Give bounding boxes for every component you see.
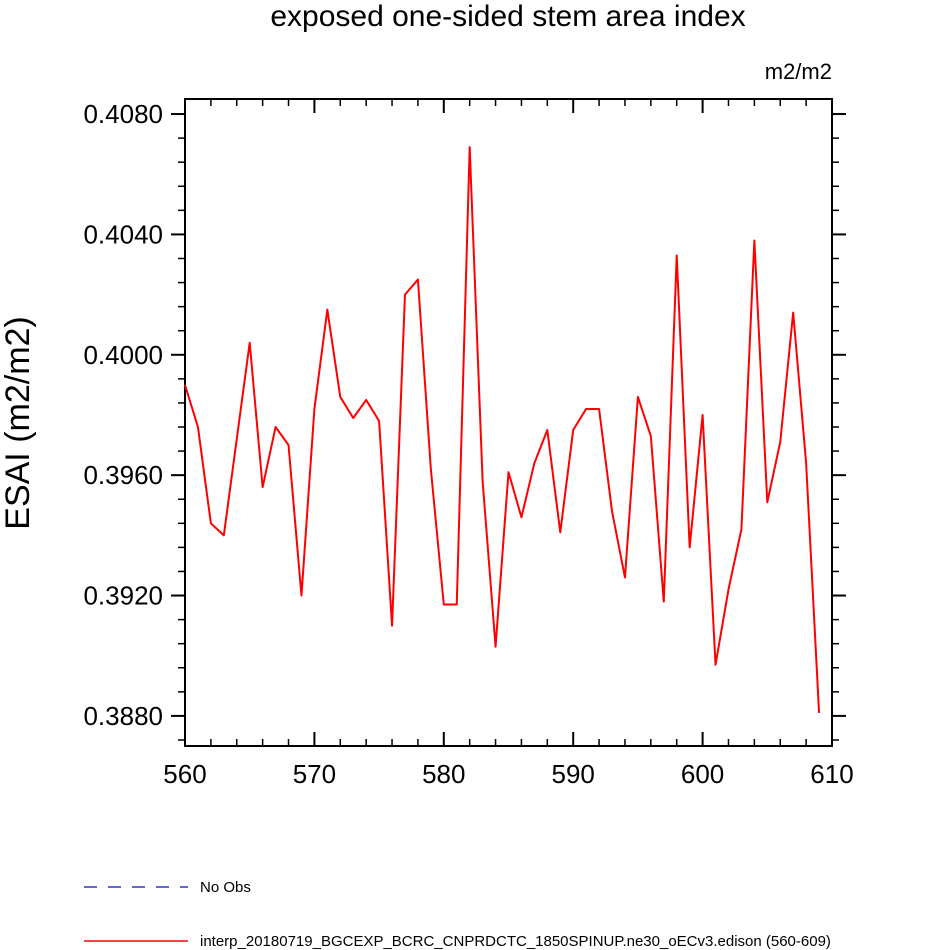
- legend: No Obs interp_20180719_BGCEXP_BCRC_CNPRDC…: [84, 879, 831, 950]
- x-tick-label: 570: [293, 759, 336, 789]
- series-line-1: [184, 146, 821, 713]
- x-tick-label: 580: [422, 759, 465, 789]
- plot-frame: [184, 98, 833, 747]
- y-tick-label: 0.3960: [83, 460, 163, 490]
- y-tick-label: 0.4080: [83, 99, 163, 129]
- x-tick-label: 590: [552, 759, 595, 789]
- x-tick-label: 610: [810, 759, 853, 789]
- legend-label-1: interp_20180719_BGCEXP_BCRC_CNPRDCTC_185…: [200, 933, 831, 950]
- y-axis-label: ESAI (m2/m2): [0, 316, 37, 529]
- legend-label-0: No Obs: [200, 879, 251, 896]
- plot-series: [184, 146, 821, 713]
- chart-title: exposed one-sided stem area index: [270, 0, 745, 33]
- y-tick-label: 0.4000: [83, 340, 163, 370]
- x-tick-label: 560: [163, 759, 206, 789]
- y-tick-label: 0.4040: [83, 219, 163, 249]
- y-tick-label: 0.3920: [83, 581, 163, 611]
- units-label: m2/m2: [765, 59, 832, 84]
- x-tick-label: 600: [681, 759, 724, 789]
- y-tick-label: 0.3880: [83, 701, 163, 731]
- plot-axes: 560 570 580 590 600 610 0.3880 0.3920 0.3960 0.40…: [83, 98, 854, 789]
